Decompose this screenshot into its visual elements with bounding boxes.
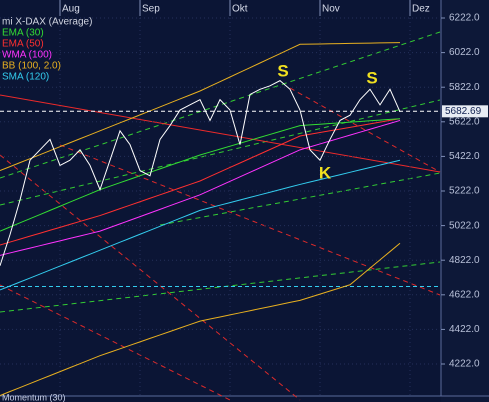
last-value-label: 5682.69 bbox=[445, 106, 482, 117]
legend-entry: mi X-DAX (Average) bbox=[2, 17, 92, 28]
legend-entry: EMA (50) bbox=[2, 39, 44, 50]
y-tick-label: 5422.0 bbox=[449, 151, 480, 162]
indicator-line bbox=[0, 119, 401, 256]
trend-line bbox=[289, 87, 441, 173]
y-tick-label: 4822.0 bbox=[449, 255, 480, 266]
axis-area bbox=[441, 0, 489, 402]
band-line bbox=[0, 242, 401, 396]
y-tick-label: 4422.0 bbox=[449, 324, 480, 335]
y-tick-label: 6222.0 bbox=[449, 13, 480, 24]
x-tick-label: Okt bbox=[232, 4, 248, 15]
y-tick-label: 6022.0 bbox=[449, 47, 480, 58]
resistance-line bbox=[0, 94, 441, 173]
trend-line bbox=[0, 99, 441, 206]
x-tick-label: Nov bbox=[322, 4, 340, 15]
y-tick-label: 5222.0 bbox=[449, 186, 480, 197]
y-tick-label: 5822.0 bbox=[449, 82, 480, 93]
annotation: S bbox=[366, 68, 377, 87]
y-tick-label: 4622.0 bbox=[449, 289, 480, 300]
annotation: K bbox=[319, 163, 332, 182]
indicator-line bbox=[0, 159, 401, 291]
x-tick-label: Dez bbox=[412, 4, 430, 15]
indicator-line bbox=[0, 118, 401, 246]
last-value-box bbox=[442, 105, 488, 118]
indicator-line bbox=[0, 118, 401, 232]
indicator-line bbox=[0, 42, 401, 172]
legend-entry: BB (100, 2.0) bbox=[2, 61, 61, 72]
annotation: S bbox=[277, 61, 288, 80]
trend-line bbox=[0, 154, 301, 401]
x-tick-label: Sep bbox=[142, 4, 160, 15]
y-tick-label: 4222.0 bbox=[449, 359, 480, 370]
lower-panel-title: Momentum (30) bbox=[2, 392, 66, 402]
y-tick-label: 5022.0 bbox=[449, 220, 480, 231]
legend-entry: WMA (100) bbox=[2, 50, 52, 61]
trend-line bbox=[159, 172, 441, 226]
price-line bbox=[0, 80, 401, 266]
y-tick-label: 5622.0 bbox=[449, 116, 480, 127]
trend-line bbox=[0, 284, 231, 401]
legend-entry: SMA (120) bbox=[2, 72, 49, 83]
x-tick-label: Aug bbox=[62, 4, 80, 15]
legend-entry: EMA (30) bbox=[2, 28, 44, 39]
